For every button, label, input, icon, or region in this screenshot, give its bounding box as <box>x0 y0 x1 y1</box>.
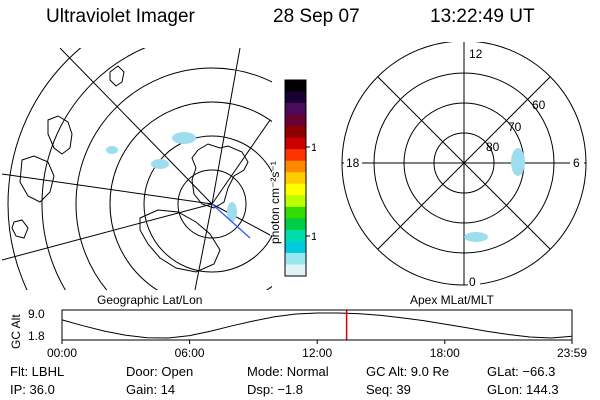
colorbar-swatch <box>285 206 306 219</box>
colorbar-swatch <box>285 264 306 277</box>
meridian <box>2 203 213 261</box>
x-tick-label: 12:00 <box>302 346 332 360</box>
colorbar-swatch <box>285 149 306 162</box>
colorbar-swatch <box>285 91 306 104</box>
coastline <box>191 143 249 209</box>
dsp: Dsp: −1.8 <box>247 382 304 397</box>
lat-circle <box>41 48 146 290</box>
gain: Gain: 14 <box>126 382 176 397</box>
mlt-label-6: 6 <box>573 156 580 170</box>
y-axis-label: GC Alt <box>9 314 23 349</box>
geographic-map <box>2 48 272 290</box>
colorbar-swatch <box>285 160 306 173</box>
coastline <box>11 219 29 239</box>
time-ut: 13:22:49 UT <box>430 6 535 27</box>
colorbar: 100 10 photon cm⁻²s⁻¹ <box>268 79 316 277</box>
mlat-label-60: 60 <box>532 98 546 112</box>
emission-patch <box>172 132 196 144</box>
filter: Flt: LBHL <box>10 364 65 379</box>
emission-patch <box>464 232 488 242</box>
coastline <box>139 209 221 273</box>
mlat-label-70: 70 <box>508 120 522 134</box>
mlt-label-12: 12 <box>469 47 483 61</box>
meridian <box>211 203 271 236</box>
colorbar-swatch <box>285 183 306 196</box>
emission-patch <box>511 148 525 176</box>
colorbar-swatch <box>285 195 306 208</box>
colorbar-swatch <box>285 172 306 185</box>
x-tick-label: 06:00 <box>175 346 205 360</box>
ip: IP: 36.0 <box>10 382 55 397</box>
geographic-caption: Geographic Lat/Lon <box>97 293 203 307</box>
colorbar-label: photon cm⁻²s⁻¹ <box>268 161 282 244</box>
orbit-altitude-chart: GC Alt 9.0 1.8 00:00 06:00 12:00 18:00 23:59 <box>9 307 587 360</box>
geo-longitude: GLon: 144.3 <box>487 382 559 397</box>
coastline <box>109 65 125 87</box>
lat-circle <box>75 67 272 290</box>
lat-circle <box>109 101 272 290</box>
lat-circle <box>7 48 82 290</box>
x-tick-label: 00:00 <box>47 346 77 360</box>
mlt-label-18: 18 <box>346 156 360 170</box>
terminator-line <box>211 203 251 239</box>
colorbar-swatch <box>285 126 306 139</box>
title: Ultraviolet Imager <box>46 6 195 27</box>
meridian <box>194 203 213 290</box>
y-tick-9: 9.0 <box>28 307 45 321</box>
meridian <box>2 173 213 205</box>
colorbar-swatch <box>285 103 306 116</box>
meridian <box>211 48 241 205</box>
altitude-series-line <box>61 312 573 339</box>
meridian <box>211 119 271 205</box>
door-status: Door: Open <box>126 364 194 379</box>
lat-circle <box>143 135 272 273</box>
date: 28 Sep 07 <box>273 6 360 27</box>
colorbar-tick-100: 100 <box>311 142 316 154</box>
colorbar-swatch <box>285 218 306 231</box>
colorbar-swatch <box>285 252 306 266</box>
x-tick-label: 18:00 <box>430 346 460 360</box>
plot-frame <box>61 309 573 341</box>
coastline <box>47 115 73 155</box>
gc-altitude: GC Alt: 9.0 Re <box>366 364 450 379</box>
colorbar-swatch <box>285 137 306 150</box>
emission-patch <box>227 202 237 222</box>
colorbar-swatch <box>285 241 306 254</box>
y-tick-1-8: 1.8 <box>28 329 45 343</box>
magnetic-polar-plot: 12 18 6 0 60 70 80 <box>341 42 587 289</box>
colorbar-swatch <box>285 114 306 127</box>
mode: Mode: Normal <box>247 364 329 379</box>
colorbar-swatch <box>285 229 306 243</box>
emission-patch <box>106 146 118 154</box>
x-tick-label: 23:59 <box>557 346 587 360</box>
mlat-label-80: 80 <box>486 140 500 154</box>
coastline <box>19 155 55 203</box>
meridian <box>59 48 213 205</box>
mlt-label-0: 0 <box>469 275 476 289</box>
colorbar-tick-10: 10 <box>311 231 316 243</box>
sequence: Seq: 39 <box>366 382 411 397</box>
geo-latitude: GLat: −66.3 <box>487 364 556 379</box>
mlt-diagonal <box>377 76 551 250</box>
apex-caption: Apex MLat/MLT <box>410 293 494 307</box>
colorbar-swatch <box>285 80 306 93</box>
emission-patch <box>151 159 169 169</box>
